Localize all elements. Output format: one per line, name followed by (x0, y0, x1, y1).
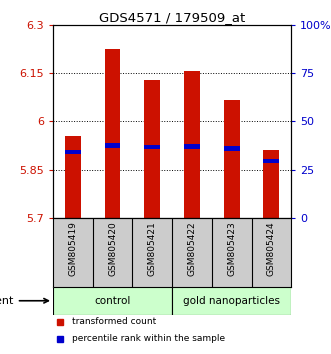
Bar (263, 159, 279, 163)
Text: GSM805422: GSM805422 (187, 222, 197, 276)
Text: GSM805421: GSM805421 (148, 222, 157, 276)
Bar (105, 143, 120, 148)
Text: GSM805420: GSM805420 (108, 222, 117, 276)
Bar (105, 49, 120, 218)
Bar (65, 150, 81, 154)
Text: GSM805424: GSM805424 (267, 222, 276, 276)
Bar (224, 147, 240, 150)
Text: gold nanoparticles: gold nanoparticles (183, 296, 280, 306)
Text: GSM805419: GSM805419 (68, 222, 77, 276)
Bar (53, 287, 172, 315)
Text: control: control (94, 296, 131, 306)
Bar (184, 144, 200, 149)
Bar (65, 136, 81, 218)
Text: agent: agent (0, 296, 48, 306)
Bar (224, 101, 240, 218)
Bar (263, 150, 279, 218)
Bar (184, 72, 200, 218)
Bar (144, 80, 160, 218)
Text: percentile rank within the sample: percentile rank within the sample (72, 334, 225, 343)
Text: transformed count: transformed count (72, 317, 156, 326)
Title: GDS4571 / 179509_at: GDS4571 / 179509_at (99, 11, 245, 24)
Text: GSM805423: GSM805423 (227, 222, 236, 276)
Bar (172, 287, 291, 315)
Bar (144, 145, 160, 149)
